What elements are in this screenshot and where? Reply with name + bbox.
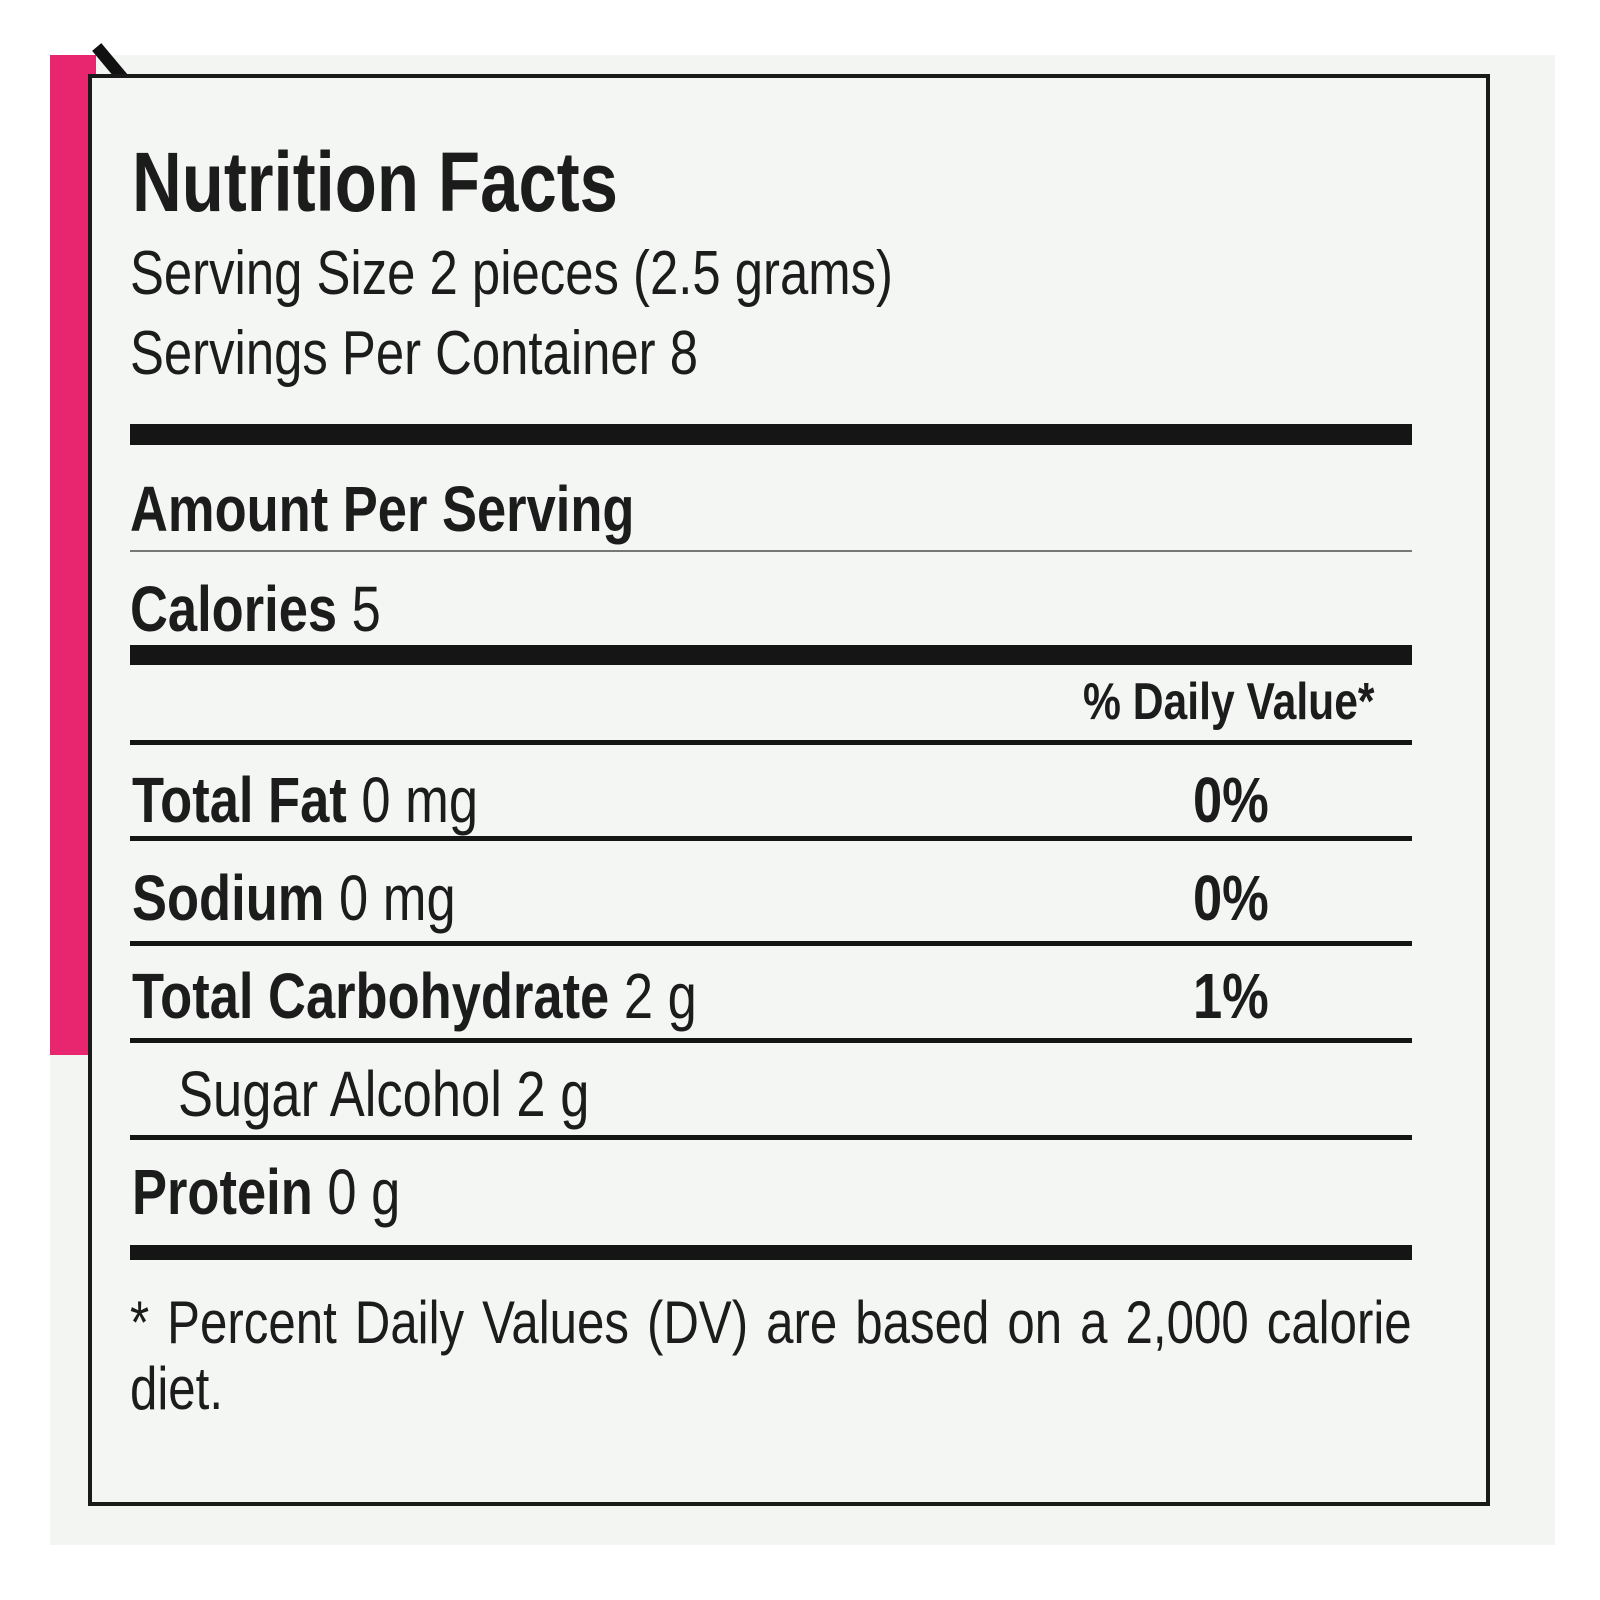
rule	[130, 740, 1412, 745]
nutrient-amount: 0 mg	[361, 764, 479, 836]
nutrient-row: Sugar Alcohol 2 g	[178, 1062, 589, 1126]
thick-rule	[130, 1245, 1412, 1260]
nutrient-amount: 2 g	[623, 960, 697, 1032]
thick-rule	[130, 645, 1412, 665]
rule	[130, 1038, 1412, 1043]
calories-label: Calories	[130, 573, 338, 645]
daily-value-header: % Daily Value*	[1083, 673, 1375, 731]
nutrient-amount: 0 mg	[338, 862, 456, 934]
calories-value: 5	[351, 573, 381, 645]
calories-row: Calories 5	[130, 577, 381, 641]
nutrient-row: Total Carbohydrate 2 g	[132, 964, 697, 1028]
thin-rule	[130, 550, 1412, 552]
nutrient-name: Total Fat	[132, 764, 347, 836]
daily-value: 1%	[1193, 960, 1269, 1032]
daily-value: 0%	[1193, 862, 1269, 934]
nutrient-name: Total Carbohydrate	[132, 960, 610, 1032]
nutrient-row: Sodium 0 mg	[132, 866, 456, 930]
nutrient-amount: 2 g	[516, 1058, 590, 1130]
label-border	[88, 74, 1490, 1506]
nutrient-name: Sugar Alcohol	[178, 1058, 502, 1130]
nutrient-name: Protein	[132, 1156, 313, 1228]
nutrient-row: Protein 0 g	[132, 1160, 400, 1224]
rule	[130, 1135, 1412, 1140]
amount-per-serving: Amount Per Serving	[130, 473, 635, 545]
title: Nutrition Facts	[132, 135, 619, 229]
daily-value: 0%	[1193, 764, 1269, 836]
nutrient-name: Sodium	[132, 862, 325, 934]
nutrient-row: Total Fat 0 mg	[132, 768, 478, 832]
servings-per-container: Servings Per Container 8	[130, 319, 699, 388]
rule	[130, 941, 1412, 946]
thick-rule	[130, 424, 1412, 445]
serving-size: Serving Size 2 pieces (2.5 grams)	[130, 239, 893, 308]
nutrient-amount: 0 g	[327, 1156, 401, 1228]
footnote: * Percent Daily Values (DV) are based on…	[130, 1289, 1412, 1422]
rule	[130, 836, 1412, 841]
